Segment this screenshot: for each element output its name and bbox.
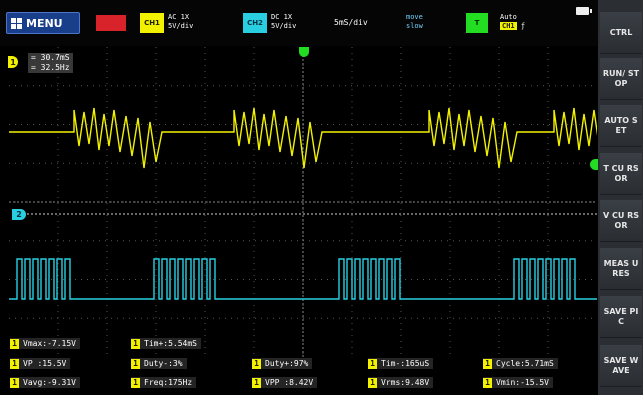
measurements-panel xyxy=(0,357,598,395)
cursor-frequency: = 32.5Hz xyxy=(31,63,70,72)
trigger-position-marker[interactable] xyxy=(299,47,309,57)
run-stop-button[interactable]: RUN/ STOP xyxy=(600,58,642,100)
trigger-badge[interactable]: T xyxy=(466,13,488,33)
ctrl-button[interactable]: CTRL xyxy=(600,12,642,54)
ch2-badge[interactable]: CH2 xyxy=(243,13,267,33)
ch2-level-marker[interactable]: 2 xyxy=(12,209,26,220)
ch1-coupling: AC 1X xyxy=(168,13,190,21)
trigger-settings[interactable]: Auto CH1 ƒ xyxy=(500,13,525,31)
run-stop-indicator[interactable] xyxy=(96,15,126,31)
trigger-mode: Auto xyxy=(500,13,517,21)
trigger-edge-icon: ƒ xyxy=(520,22,526,30)
save-wave-button[interactable]: SAVE WAVE xyxy=(600,345,642,387)
auto-set-button[interactable]: AUTO SET xyxy=(600,105,642,147)
trigger-source: CH1 xyxy=(500,22,517,30)
ch1-settings[interactable]: AC 1X 5V/div xyxy=(168,13,193,31)
move-speed-setting[interactable]: move slow xyxy=(406,13,423,31)
measures-button[interactable]: MEAS URES xyxy=(600,248,642,290)
cursor-readout: = 30.7mS = 32.5Hz xyxy=(28,53,73,73)
move-speed: slow xyxy=(406,22,423,30)
trigger-level-marker[interactable] xyxy=(590,159,600,170)
ch1-badge[interactable]: CH1 xyxy=(140,13,164,33)
menu-label: MENU xyxy=(26,16,63,30)
menu-grid-icon xyxy=(11,17,22,29)
save-pic-button[interactable]: SAVE PIC xyxy=(600,296,642,338)
menu-button[interactable]: MENU xyxy=(6,12,80,34)
voltage-cursor-button[interactable]: V CU RSOR xyxy=(600,200,642,242)
timebase-setting[interactable]: 5mS/div xyxy=(334,18,368,27)
move-label: move xyxy=(406,13,423,21)
ch2-waveform xyxy=(9,258,597,300)
ch2-coupling: DC 1X xyxy=(271,13,293,21)
ch1-waveform xyxy=(9,107,597,169)
cursor-delta-time: = 30.7mS xyxy=(31,53,70,62)
battery-icon xyxy=(576,7,592,15)
ch2-settings[interactable]: DC 1X 5V/div xyxy=(271,13,296,31)
ch2-scale: 5V/div xyxy=(271,22,297,30)
ch1-level-marker[interactable]: 1 xyxy=(8,56,18,68)
waveform-display[interactable]: 1 = 30.7mS = 32.5Hz 2 xyxy=(8,47,600,357)
ch1-scale: 5V/div xyxy=(168,22,194,30)
time-cursor-button[interactable]: T CU RSOR xyxy=(600,153,642,195)
waveform-svg xyxy=(9,47,597,357)
top-status-bar: MENU CH1 AC 1X 5V/div CH2 DC 1X 5V/div 5… xyxy=(0,0,598,46)
side-control-panel: CTRL RUN/ STOP AUTO SET T CU RSOR V CU R… xyxy=(598,0,643,395)
